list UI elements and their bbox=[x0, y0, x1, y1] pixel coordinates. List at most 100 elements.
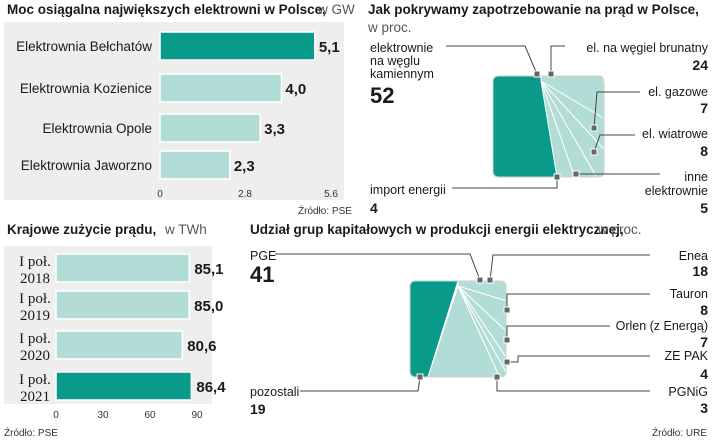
chart-title: Udział grup kapitałowych w produkcji ene… bbox=[250, 222, 624, 237]
pie-frame bbox=[409, 280, 507, 378]
leader-marker bbox=[503, 306, 511, 314]
value-label: 5,1 bbox=[319, 39, 340, 56]
bar bbox=[55, 290, 190, 320]
slice-value: 41 bbox=[250, 262, 274, 287]
tick-label: 5.6 bbox=[324, 189, 338, 200]
value-label: 80,6 bbox=[187, 338, 216, 355]
category-label: Elektrownia Kozienice bbox=[20, 81, 152, 96]
tick-label: 60 bbox=[144, 410, 156, 421]
slice-value: 8 bbox=[700, 143, 708, 159]
slice-value: 7 bbox=[700, 334, 708, 350]
value-label: 4,0 bbox=[285, 81, 306, 98]
leader-line bbox=[300, 376, 421, 392]
chart-unit: w TWh bbox=[164, 222, 207, 237]
leader-marker bbox=[503, 358, 511, 366]
bar bbox=[159, 31, 316, 61]
slice-label: ZE PAK bbox=[664, 349, 708, 363]
leader-marker bbox=[553, 173, 561, 181]
tick-label: 0 bbox=[53, 410, 59, 421]
slice-value: 8 bbox=[700, 302, 708, 318]
slice-label: Orlen (z Energą) bbox=[616, 319, 708, 333]
bar bbox=[55, 330, 184, 360]
slice-label: inne bbox=[684, 170, 708, 184]
slice-value: 7 bbox=[700, 100, 708, 116]
bar bbox=[159, 73, 283, 103]
chart-unit: w proc. bbox=[597, 222, 642, 237]
leader-marker bbox=[572, 170, 580, 178]
value-label: 85,1 bbox=[194, 261, 223, 278]
slice-value: 5 bbox=[700, 200, 708, 216]
slice-value: 19 bbox=[250, 401, 266, 417]
source-note: Źródło: PSE bbox=[4, 426, 58, 439]
slice-label: PGE bbox=[250, 249, 276, 263]
category-label: Elektrownia Opole bbox=[42, 121, 152, 136]
leader-line bbox=[489, 254, 650, 281]
slice-value: 18 bbox=[692, 263, 708, 279]
tick-label: 0 bbox=[157, 189, 163, 200]
source-note: Źródło: PSE bbox=[298, 204, 352, 217]
tick-label: 90 bbox=[191, 410, 203, 421]
slice-label: elektrownie bbox=[370, 41, 433, 55]
chart-consumption: Krajowe zużycie prądu, w TWh I poł.20188… bbox=[4, 222, 226, 439]
leader-marker bbox=[547, 70, 555, 78]
category-label: 2018 bbox=[20, 271, 50, 287]
chart-unit: w GW bbox=[317, 2, 355, 17]
source-note: Źródło: URE bbox=[652, 426, 707, 439]
slice-label: el. wiatrowe bbox=[642, 127, 708, 141]
slice-value: 3 bbox=[700, 400, 708, 416]
slice-label: kamiennym bbox=[370, 67, 434, 81]
category-label: Elektrownia Jaworzno bbox=[21, 158, 152, 173]
chart-title: Moc osiągalna największych elektrowni w … bbox=[7, 2, 326, 17]
category-label: I poł. bbox=[19, 372, 51, 388]
chart-title: Jak pokrywamy zapotrzebowanie na prąd w … bbox=[368, 2, 699, 17]
leader-line bbox=[593, 91, 640, 129]
slice-label: na węglu bbox=[370, 54, 420, 68]
slice-label: import energii bbox=[370, 183, 446, 197]
category-label: I poł. bbox=[19, 291, 51, 307]
slice-value: 4 bbox=[370, 200, 378, 216]
value-label: 85,0 bbox=[194, 298, 223, 315]
category-label: I poł. bbox=[19, 254, 51, 270]
bar bbox=[55, 371, 193, 401]
leader-marker bbox=[590, 124, 598, 132]
value-label: 3,3 bbox=[264, 121, 285, 138]
slice-value: 4 bbox=[700, 366, 708, 382]
slice-label: pozostali bbox=[250, 385, 299, 399]
slice-label: Enea bbox=[679, 249, 708, 263]
leader-marker bbox=[533, 70, 541, 78]
category-label: I poł. bbox=[19, 331, 51, 347]
category-label: 2021 bbox=[20, 389, 50, 405]
category-label: 2019 bbox=[20, 308, 50, 324]
leader-line bbox=[506, 293, 650, 310]
value-label: 2,3 bbox=[234, 158, 255, 175]
tick-label: 30 bbox=[97, 410, 109, 421]
leader-marker bbox=[493, 373, 501, 381]
bar bbox=[55, 253, 191, 283]
slice-label: el. na węgiel brunatny bbox=[586, 41, 708, 55]
slice-label: PGNiG bbox=[668, 385, 708, 399]
category-label: Elektrownia Bełchatów bbox=[16, 39, 152, 54]
leader-marker bbox=[476, 276, 484, 284]
slice-label: el. gazowe bbox=[648, 85, 708, 99]
chart-title: Krajowe zużycie prądu, bbox=[7, 222, 156, 237]
leader-line bbox=[275, 253, 481, 281]
leader-marker bbox=[486, 276, 494, 284]
chart-energy-mix: Jak pokrywamy zapotrzebowanie na prąd w … bbox=[367, 2, 709, 216]
leader-marker bbox=[416, 373, 424, 381]
value-label: 86,4 bbox=[196, 379, 226, 396]
leader-line bbox=[446, 45, 538, 75]
chart-unit: w proc. bbox=[367, 20, 412, 35]
leader-line bbox=[593, 134, 635, 153]
leader-line bbox=[550, 45, 565, 74]
leader-line bbox=[507, 355, 650, 363]
leader-line bbox=[506, 325, 610, 340]
leader-marker bbox=[590, 148, 598, 156]
leader-line bbox=[452, 177, 558, 189]
bar-group: Elektrownia Bełchatów 5,1 Elektrownia Kozi… bbox=[16, 31, 340, 200]
bar bbox=[159, 113, 261, 143]
leader-marker bbox=[503, 336, 511, 344]
bar bbox=[159, 150, 231, 180]
